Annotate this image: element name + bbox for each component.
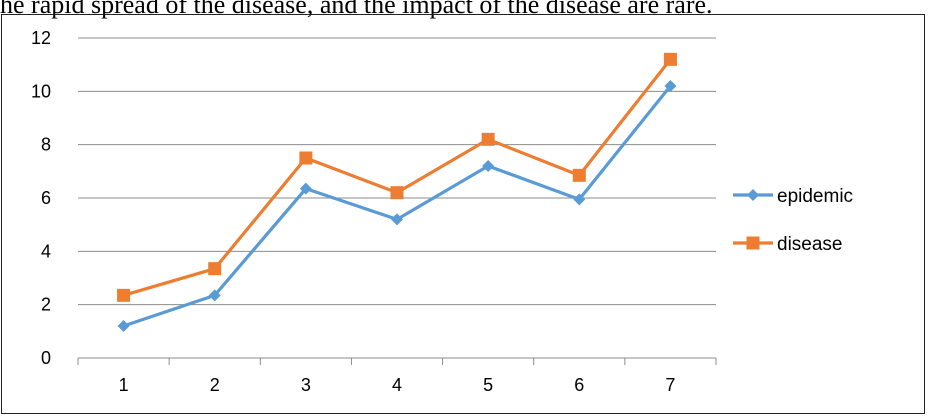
y-tick-label: 12 [31,28,51,48]
x-tick-label: 4 [392,375,402,395]
chart-frame [1,14,925,414]
x-axis: 1 2 3 4 5 6 7 [77,357,717,395]
data-point-epidemic [391,213,403,226]
y-tick-label: 2 [41,295,51,315]
legend-label: disease [777,234,843,255]
y-tick-label: 4 [41,241,51,261]
x-tick-label: 2 [210,375,220,395]
x-tick-label: 1 [119,375,129,395]
data-point-epidemic [664,80,677,92]
data-point-disease [663,52,677,66]
data-point-disease [117,288,131,302]
legend-entry-epidemic: epidemic [733,186,853,207]
legend: epidemic disease [733,186,853,255]
legend-entry-disease: disease [733,234,843,255]
series-disease [117,52,677,302]
data-point-disease [572,168,586,182]
data-point-disease [299,151,313,165]
x-tick-label: 7 [665,375,675,395]
series-epidemic [117,80,677,332]
data-point-epidemic [299,182,312,195]
legend-label: epidemic [777,186,853,207]
data-point-epidemic [573,193,586,206]
gridlines [78,37,716,306]
series-layer [117,52,677,332]
legend-marker [746,236,760,250]
x-tick-label: 6 [574,375,584,395]
y-axis-tick-labels: 0 2 4 6 8 10 12 [31,28,51,368]
data-point-disease [208,262,222,276]
data-point-epidemic [117,320,130,332]
y-tick-label: 10 [31,81,51,101]
y-tick-label: 6 [41,188,51,208]
legend-marker [747,189,759,201]
series-line-disease [123,58,672,297]
x-tick-label: 5 [483,375,493,395]
series-line-epidemic [123,84,672,328]
y-tick-label: 8 [41,135,51,155]
y-tick-label: 0 [41,348,51,368]
x-tick-label: 3 [301,375,311,395]
data-point-epidemic [208,289,221,302]
data-point-disease [481,132,495,146]
data-point-disease [390,186,404,200]
data-point-epidemic [482,160,495,172]
